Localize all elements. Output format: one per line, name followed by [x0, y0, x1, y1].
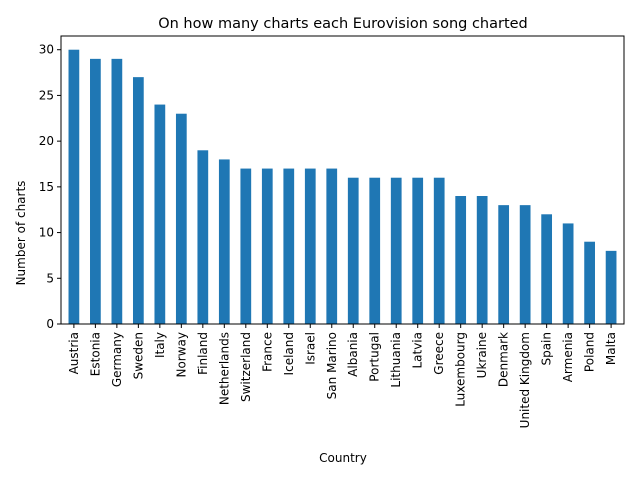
- bar-united-kingdom: [519, 205, 531, 324]
- x-tick-label: Israel: [303, 332, 317, 365]
- x-tick-label: Greece: [432, 332, 446, 375]
- x-tick-label: Luxembourg: [454, 332, 468, 407]
- x-tick-label: Lithuania: [389, 332, 403, 388]
- x-tick-label: Italy: [153, 332, 167, 358]
- chart-title: On how many charts each Eurovision song …: [158, 16, 528, 32]
- bar-sweden: [132, 77, 144, 324]
- x-tick-label: France: [260, 332, 274, 372]
- x-tick-label: San Marino: [325, 332, 339, 399]
- x-tick-label: Malta: [604, 332, 618, 365]
- x-tick-label: Spain: [540, 332, 554, 366]
- y-tick-label: 20: [39, 134, 54, 148]
- bar-ukraine: [476, 196, 488, 324]
- y-tick-label: 5: [46, 271, 54, 285]
- plot-frame: [60, 35, 625, 325]
- bar-netherlands: [218, 159, 230, 324]
- x-tick-label: Sweden: [131, 332, 145, 379]
- bar-germany: [111, 58, 123, 325]
- bar-france: [261, 168, 273, 324]
- bar-latvia: [412, 177, 424, 324]
- x-tick-label: Austria: [67, 332, 81, 374]
- bars-group: [68, 49, 617, 325]
- bar-israel: [304, 168, 316, 324]
- y-tick-label: 10: [39, 226, 54, 240]
- bar-denmark: [498, 205, 510, 324]
- x-tick-label: United Kingdom: [518, 332, 532, 428]
- bar-armenia: [562, 223, 574, 324]
- x-tick-label: Finland: [196, 332, 210, 375]
- y-tick-label: 15: [39, 180, 54, 194]
- y-tick-label: 25: [39, 88, 54, 102]
- bar-luxembourg: [455, 196, 467, 324]
- x-tick-label: Portugal: [368, 332, 382, 382]
- bar-italy: [154, 104, 166, 324]
- x-tick-label: Switzerland: [239, 332, 253, 402]
- x-tick-label: Norway: [174, 332, 188, 378]
- y-axis-label: Number of charts: [14, 181, 28, 286]
- bar-malta: [605, 250, 617, 324]
- x-tick-label: Denmark: [497, 332, 511, 387]
- x-tick-label: Poland: [583, 332, 597, 372]
- bar-spain: [541, 214, 553, 324]
- bar-portugal: [369, 177, 381, 324]
- bar-greece: [433, 177, 445, 324]
- bar-switzerland: [240, 168, 252, 324]
- bar-iceland: [283, 168, 295, 324]
- x-tick-label: Latvia: [411, 332, 425, 369]
- x-tick-label: Netherlands: [217, 332, 231, 405]
- bar-san-marino: [326, 168, 338, 324]
- x-tick-label: Iceland: [282, 332, 296, 375]
- bar-finland: [197, 150, 209, 324]
- x-tick-label: Ukraine: [475, 332, 489, 378]
- bar-albania: [347, 177, 359, 324]
- x-tick-label: Albania: [346, 332, 360, 377]
- bar-austria: [68, 49, 80, 325]
- y-tick-label: 30: [39, 43, 54, 57]
- y-tick-label: 0: [46, 317, 54, 331]
- x-tick-label: Estonia: [88, 332, 102, 376]
- x-tick-label: Armenia: [561, 332, 575, 382]
- bar-norway: [175, 113, 187, 325]
- x-axis-ticks: Austria Estonia Germany Sweden Italy Norway Fi…: [67, 324, 618, 428]
- y-axis-ticks: 0 5 10 15 20 25 30: [39, 43, 61, 331]
- bar-lithuania: [390, 177, 402, 324]
- x-tick-label: Germany: [110, 332, 124, 387]
- x-axis-label: Country: [319, 451, 367, 465]
- bar-poland: [584, 241, 595, 324]
- bar-estonia: [90, 58, 101, 325]
